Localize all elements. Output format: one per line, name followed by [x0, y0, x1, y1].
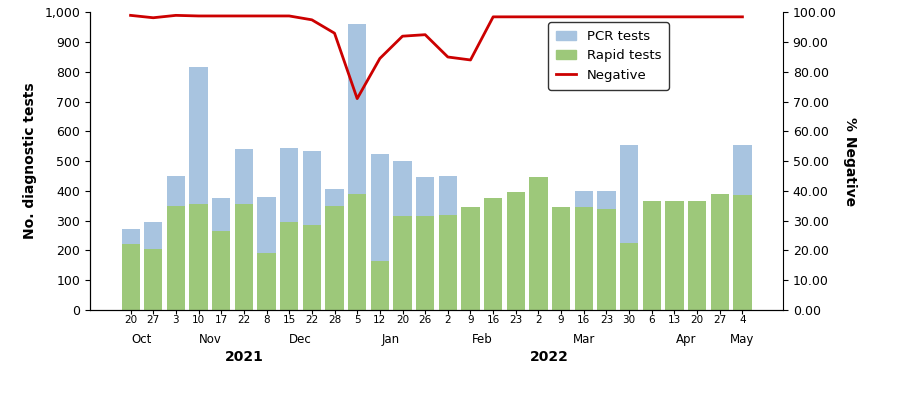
Bar: [280, 222, 298, 310]
Bar: [552, 207, 571, 310]
Bar: [462, 207, 480, 310]
Y-axis label: No. diagnostic tests: No. diagnostic tests: [23, 83, 38, 240]
Bar: [144, 249, 162, 310]
Bar: [212, 198, 230, 231]
Bar: [393, 216, 411, 310]
Bar: [190, 204, 208, 310]
Bar: [122, 230, 140, 244]
Bar: [144, 222, 162, 249]
Bar: [280, 148, 298, 222]
Text: Mar: Mar: [572, 333, 595, 347]
Bar: [598, 209, 616, 310]
Y-axis label: % Negative: % Negative: [843, 116, 858, 206]
Bar: [734, 145, 752, 195]
Bar: [257, 253, 275, 310]
Bar: [575, 207, 593, 310]
Bar: [348, 24, 366, 194]
Text: Oct: Oct: [131, 333, 152, 347]
Bar: [598, 191, 616, 209]
Text: May: May: [730, 333, 754, 347]
Bar: [326, 189, 344, 206]
Bar: [484, 198, 502, 310]
Bar: [643, 201, 661, 310]
Bar: [416, 216, 434, 310]
Bar: [302, 225, 321, 310]
Bar: [166, 176, 185, 206]
Legend: PCR tests, Rapid tests, Negative: PCR tests, Rapid tests, Negative: [548, 22, 669, 90]
Bar: [326, 206, 344, 310]
Text: Feb: Feb: [472, 333, 492, 347]
Text: Jan: Jan: [382, 333, 400, 347]
Bar: [393, 161, 411, 216]
Bar: [575, 191, 593, 207]
Bar: [371, 261, 389, 310]
Bar: [166, 206, 185, 310]
Text: 2021: 2021: [224, 350, 264, 364]
Text: 2022: 2022: [530, 350, 569, 364]
Text: Dec: Dec: [289, 333, 312, 347]
Bar: [190, 67, 208, 204]
Bar: [212, 231, 230, 310]
Bar: [416, 178, 434, 216]
Bar: [529, 178, 547, 310]
Bar: [688, 201, 706, 310]
Bar: [122, 244, 140, 310]
Bar: [665, 201, 683, 310]
Bar: [235, 204, 253, 310]
Bar: [371, 154, 389, 261]
Bar: [711, 194, 729, 310]
Bar: [620, 243, 638, 310]
Text: Nov: Nov: [198, 333, 221, 347]
Bar: [257, 197, 275, 253]
Bar: [734, 195, 752, 310]
Bar: [302, 151, 321, 225]
Bar: [507, 192, 525, 310]
Bar: [439, 215, 457, 310]
Bar: [235, 149, 253, 204]
Text: Apr: Apr: [676, 333, 696, 347]
Bar: [620, 145, 638, 243]
Bar: [439, 176, 457, 215]
Bar: [348, 194, 366, 310]
